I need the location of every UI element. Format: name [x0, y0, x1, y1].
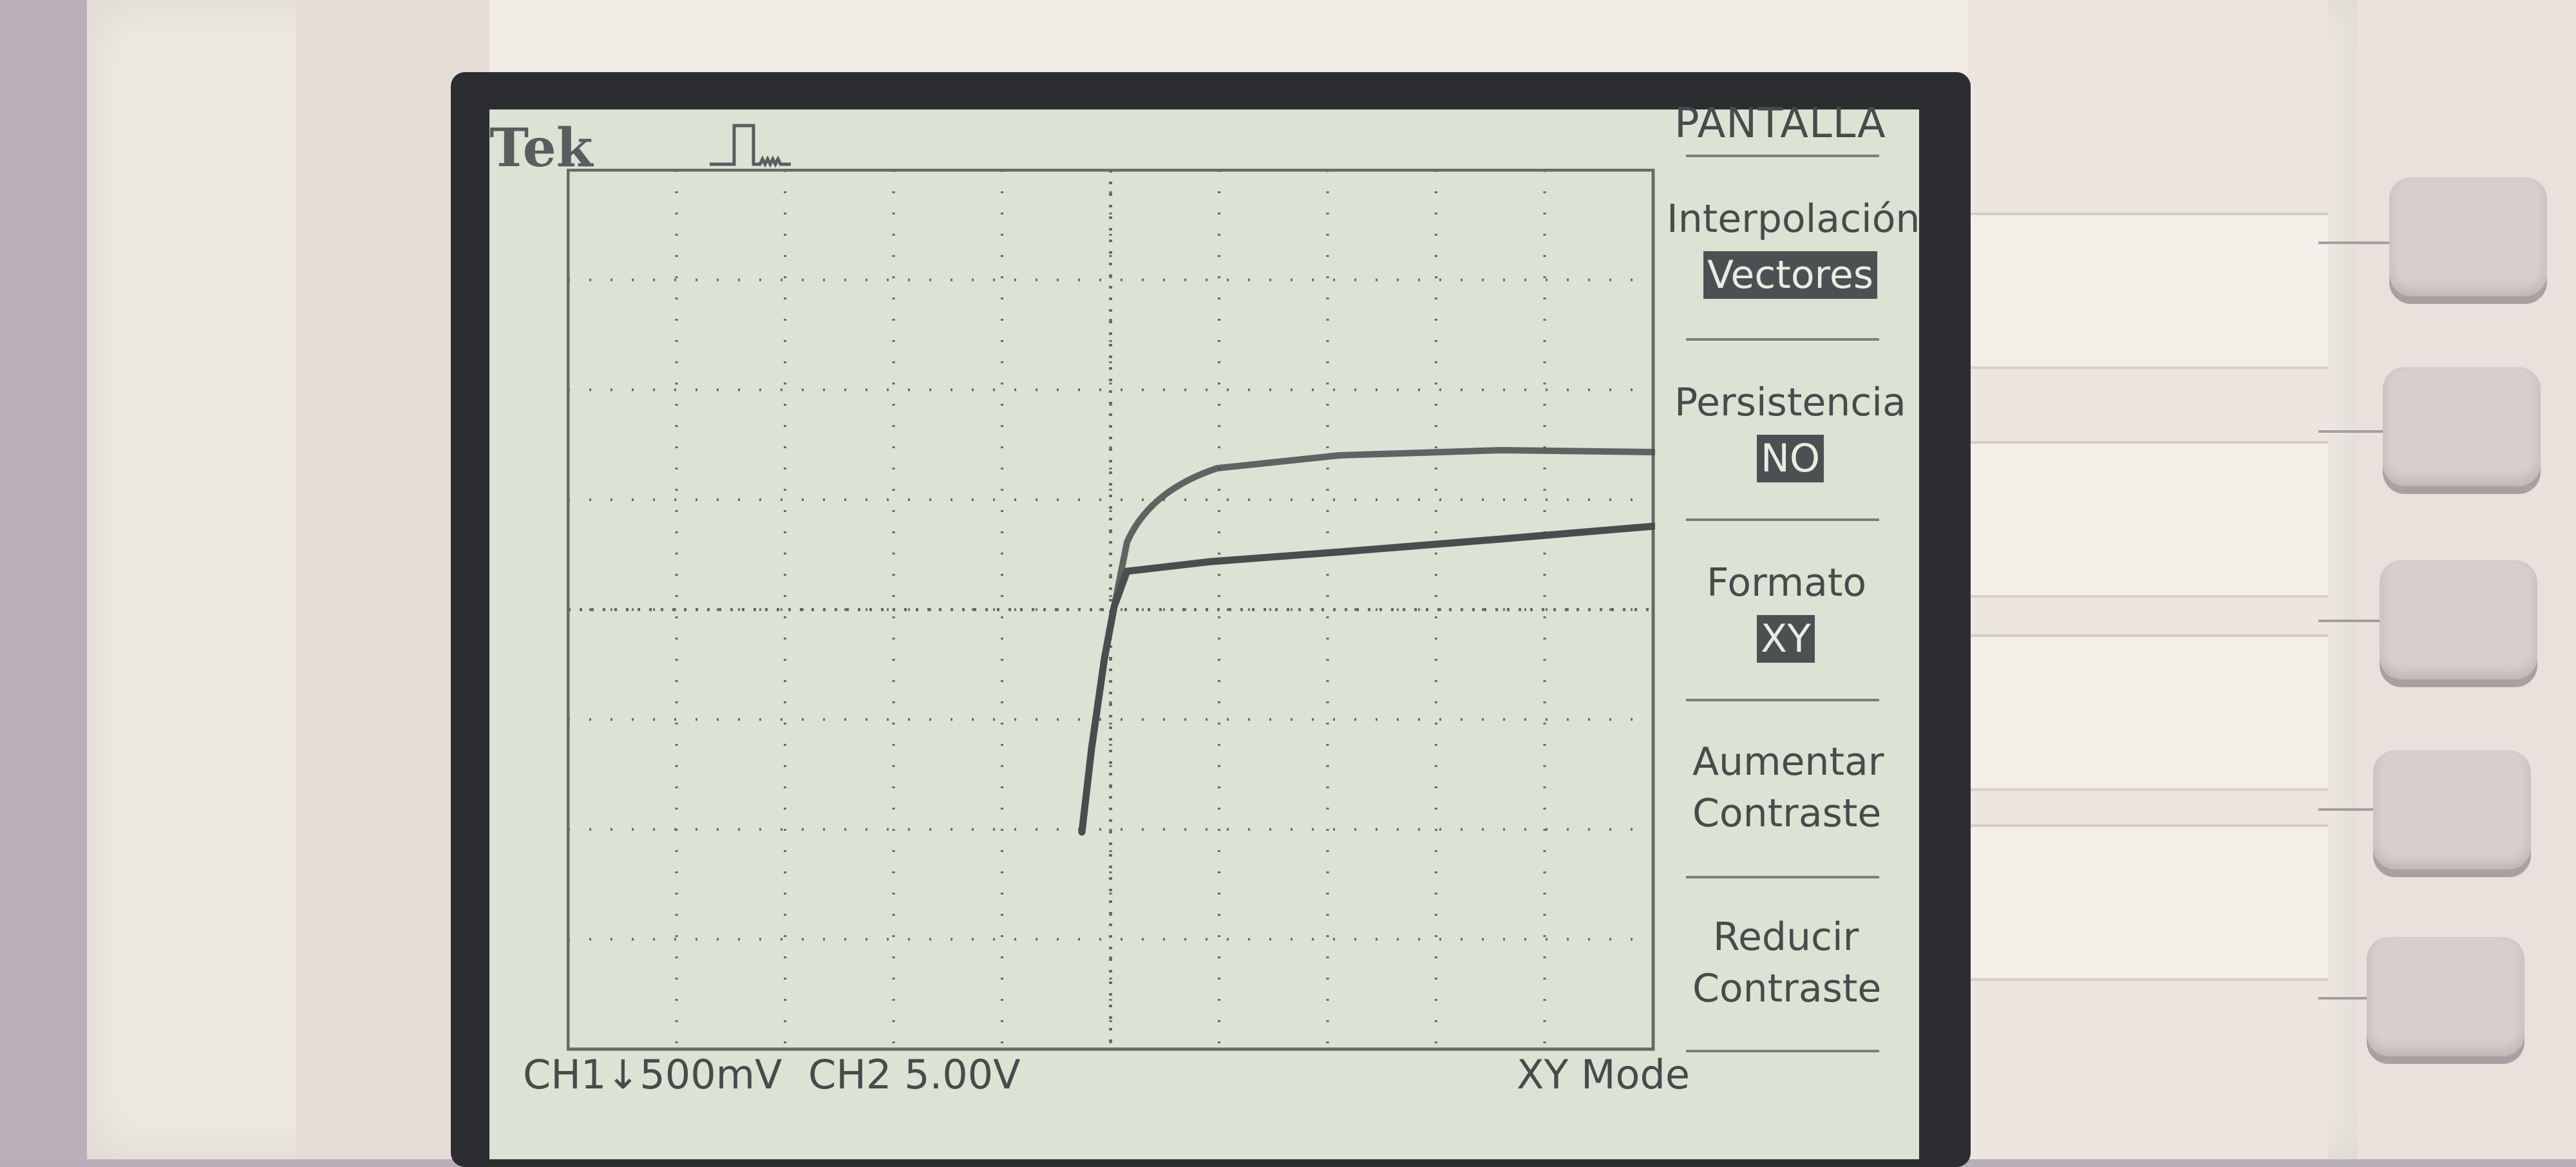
- ch2-scale-readout: CH2 5.00V: [808, 1051, 1021, 1098]
- pulse-trigger-icon: [710, 124, 791, 168]
- menu-format-label: Formato: [1707, 560, 1867, 605]
- menu-increase-contrast-line2: Contraste: [1692, 791, 1882, 836]
- menu-persistence-label: Persistencia: [1674, 380, 1906, 425]
- menu-separator: [1686, 518, 1879, 521]
- menu-separator: [1686, 338, 1879, 341]
- menu-increase-contrast-line1: Aumentar: [1692, 739, 1884, 784]
- menu-interpolation-value[interactable]: Vectores: [1703, 251, 1878, 299]
- background-left: [0, 0, 87, 1159]
- bezel-button-guide: [2318, 997, 2396, 1000]
- bezel-button-guide: [2318, 430, 2396, 433]
- menu-persistence-value[interactable]: NO: [1757, 435, 1824, 482]
- bezel-ridge: [1967, 441, 2328, 598]
- menu-button-1[interactable]: [2389, 177, 2547, 296]
- bezel-button-guide: [2318, 242, 2396, 244]
- menu-decrease-contrast-line1: Reducir: [1713, 915, 1859, 960]
- menu-separator: [1686, 876, 1879, 878]
- oscilloscope-screen: [489, 109, 1919, 1159]
- menu-button-5[interactable]: [2367, 937, 2524, 1056]
- bezel-button-guide: [2318, 808, 2396, 811]
- menu-interpolation-label: Interpolación: [1667, 196, 1920, 242]
- bezel-ridge: [1967, 213, 2328, 369]
- bezel-ridge: [1967, 634, 2328, 791]
- display-mode-readout: XY Mode: [1517, 1051, 1690, 1098]
- menu-separator: [1686, 155, 1879, 157]
- xy-display-graticule: [567, 169, 1655, 1051]
- menu-separator: [1686, 699, 1879, 701]
- menu-button-3[interactable]: [2380, 560, 2537, 679]
- menu-decrease-contrast-line2: Contraste: [1692, 966, 1882, 1011]
- bezel-ridge: [1967, 824, 2328, 981]
- xy-trace-upper-branch: [1111, 447, 1655, 610]
- xy-trace-lower-branch: [1078, 522, 1655, 836]
- bezel-button-guide: [2318, 620, 2396, 622]
- menu-format-value[interactable]: XY: [1757, 615, 1815, 663]
- bezel-top: [489, 0, 2099, 74]
- menu-button-2[interactable]: [2383, 367, 2541, 486]
- ch1-scale-readout: CH1↓500mV: [523, 1051, 782, 1098]
- menu-button-4[interactable]: [2373, 750, 2531, 869]
- menu-title: PANTALLA: [1674, 100, 1886, 147]
- menu-separator: [1686, 1050, 1879, 1052]
